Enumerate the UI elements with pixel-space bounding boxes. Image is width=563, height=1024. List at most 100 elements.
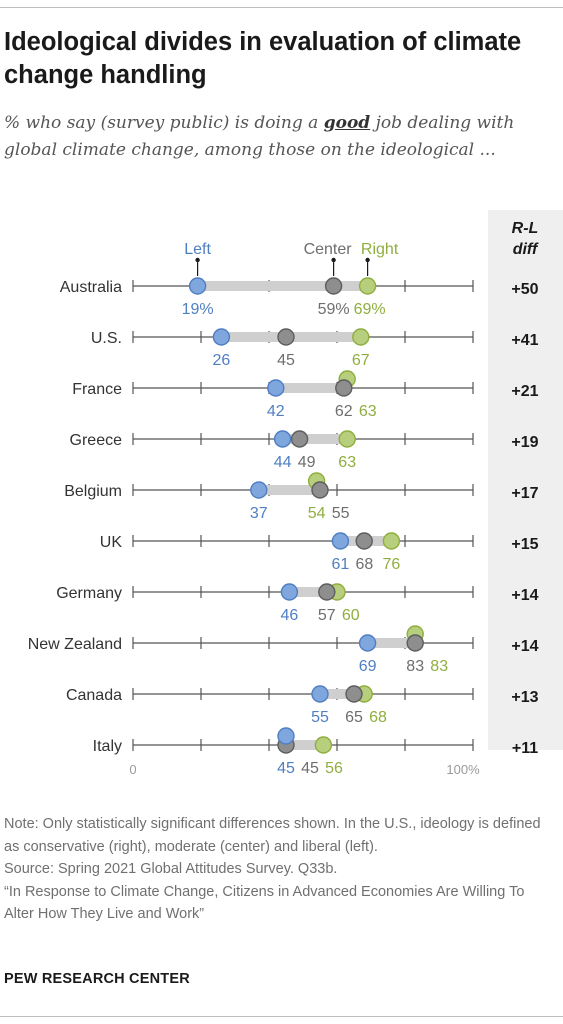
value-label-right: 67 <box>352 352 370 369</box>
report-title: “In Response to Climate Change, Citizens… <box>4 883 525 923</box>
dot-left <box>358 634 377 652</box>
subtitle-before: % who say (survey public) is doing a <box>4 113 324 133</box>
legend-label-right: Right <box>361 241 399 258</box>
bottom-rule <box>0 1016 563 1017</box>
legend-leader-dot-right <box>365 257 370 263</box>
value-label-right: 69% <box>354 301 386 318</box>
country-label: Canada <box>66 687 122 704</box>
dot-left <box>311 685 329 703</box>
range-bar <box>197 281 368 291</box>
value-label-right: 63 <box>359 403 377 420</box>
value-label-right: 56 <box>325 760 343 777</box>
dot-right <box>338 430 356 448</box>
value-label-left: 42 <box>267 403 285 420</box>
dot-center <box>324 277 343 295</box>
dot-center <box>335 379 353 397</box>
range-bar <box>320 689 365 699</box>
footer-brand: PEW RESEARCH CENTER <box>4 971 190 987</box>
range-bar <box>258 485 320 495</box>
range-bar <box>367 638 416 648</box>
value-label-left: 37 <box>250 505 268 522</box>
value-label-center: 83 <box>406 658 424 675</box>
range-bar <box>282 434 348 444</box>
range-bar <box>286 740 324 750</box>
value-label-right: 76 <box>383 556 401 573</box>
country-label: U.S. <box>91 330 122 347</box>
subtitle-after: job dealing with global climate change, … <box>4 113 515 160</box>
country-label: Germany <box>56 585 122 602</box>
value-label-left: 69 <box>359 658 377 675</box>
range-bar <box>275 383 348 393</box>
diff-value: +50 <box>511 281 538 298</box>
dot-left <box>331 532 350 550</box>
dot-right <box>352 328 370 346</box>
diff-value: +19 <box>511 434 538 451</box>
note-text: Note: Only statistically significant dif… <box>4 816 541 855</box>
country-label: Belgium <box>64 483 122 500</box>
dot-center <box>277 328 295 346</box>
dot-plot: R-L diff Left Center Right Australia 19% 59% 69%… <box>28 210 563 777</box>
country-label: New Zealand <box>28 636 122 653</box>
dot-center <box>311 481 329 499</box>
dot-left <box>267 379 285 397</box>
country-label: Italy <box>93 738 122 755</box>
dot-right <box>314 736 333 754</box>
legend-label-center: Center <box>304 241 353 258</box>
chart-title: Ideological divides in evaluation of cli… <box>4 28 522 89</box>
value-label-left: 61 <box>332 556 350 573</box>
dot-left <box>250 481 268 499</box>
chart-subtitle: % who say (survey public) is doing a goo… <box>4 110 549 164</box>
diff-value: +14 <box>511 587 538 604</box>
diff-value: +13 <box>511 689 538 706</box>
legend-leader-dot-left <box>195 257 200 263</box>
country-label: France <box>72 381 122 398</box>
value-label-right: 68 <box>369 709 387 726</box>
country-label: Australia <box>60 279 122 296</box>
diff-column-background <box>488 210 563 750</box>
country-label: Greece <box>70 432 123 449</box>
range-bar <box>289 587 337 597</box>
value-label-right: 54 <box>308 505 326 522</box>
value-label-right: 63 <box>338 454 356 471</box>
value-label-center: 45 <box>277 352 295 369</box>
value-label-right: 83 <box>430 658 448 675</box>
value-label-left: 45 <box>277 760 295 777</box>
diff-value: +14 <box>511 638 538 655</box>
value-label-right: 60 <box>342 607 360 624</box>
value-label-left: 55 <box>311 709 329 726</box>
value-label-center: 65 <box>345 709 363 726</box>
diff-header-line-2: diff <box>513 241 539 258</box>
dot-center <box>290 430 309 448</box>
diff-value: +21 <box>511 383 538 400</box>
dot-right <box>358 277 377 295</box>
value-label-left: 46 <box>281 607 299 624</box>
value-label-center: 57 <box>318 607 336 624</box>
value-label-center: 59% <box>318 301 350 318</box>
dot-right <box>382 532 401 550</box>
value-label-center: 49 <box>298 454 316 471</box>
dot-left <box>188 277 207 295</box>
value-label-center: 55 <box>332 505 350 522</box>
legend-leader-dot-center <box>331 257 336 263</box>
legend-label-left: Left <box>184 241 211 258</box>
value-label-left: 26 <box>213 352 231 369</box>
country-label: UK <box>100 534 123 551</box>
value-label-left: 44 <box>274 454 292 471</box>
notes-block: Note: Only statistically significant dif… <box>4 813 549 926</box>
source-text: Source: Spring 2021 Global Attitudes Sur… <box>4 861 338 877</box>
x-tick-label-max: 100% <box>446 762 480 777</box>
dot-center <box>406 634 424 652</box>
x-tick-label-min: 0 <box>129 762 136 777</box>
diff-value: +11 <box>512 740 538 757</box>
value-label-center: 45 <box>301 760 319 777</box>
dot-center <box>355 532 373 550</box>
dot-left <box>212 328 231 346</box>
value-label-center: 62 <box>335 403 353 420</box>
diff-header-line-1: R-L <box>512 220 539 237</box>
dot-left <box>277 727 295 745</box>
dot-left <box>273 430 292 448</box>
diff-value: +15 <box>511 536 538 553</box>
top-rule <box>0 7 563 8</box>
dot-center <box>345 685 363 703</box>
diff-value: +41 <box>511 332 538 349</box>
